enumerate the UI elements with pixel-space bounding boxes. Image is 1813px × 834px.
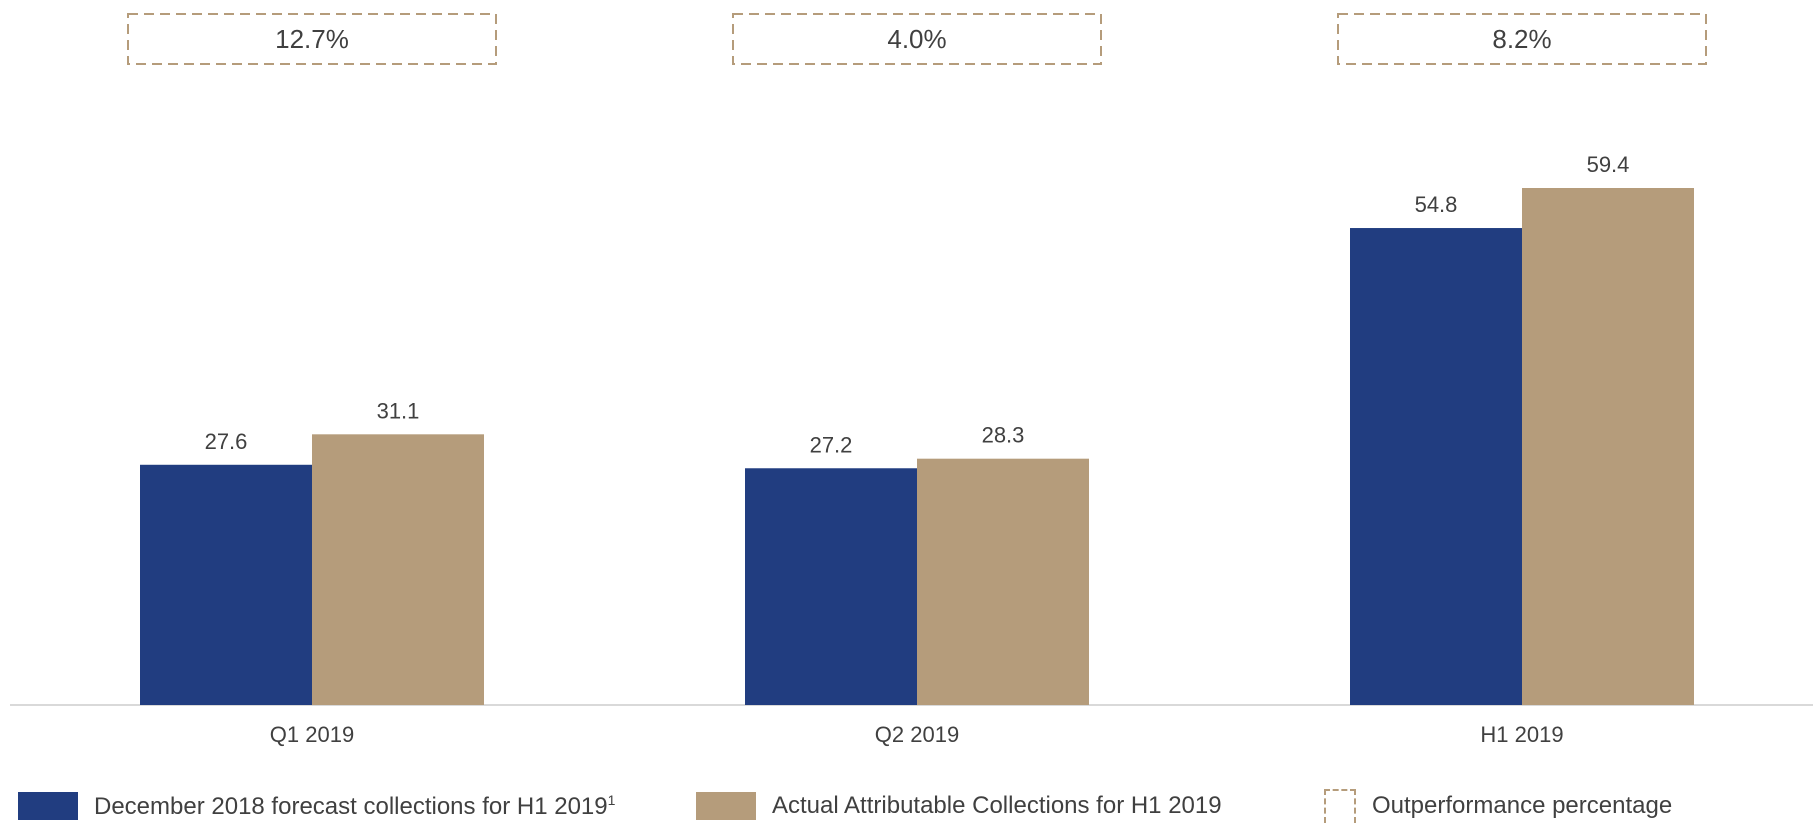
bar-actual-3 [1522, 188, 1694, 705]
outperformance-box-2 [732, 13, 1102, 65]
bar-chart: 27.6 31.1 Q1 2019 12.7% 27.2 28.3 Q2 2019 4.0% 5… [10, 13, 1813, 747]
bar-forecast-2 [745, 468, 917, 705]
legend-label-outperformance: Outperformance percentage [1372, 792, 1673, 819]
data-label-forecast-2: 27.2 [810, 432, 853, 457]
bar-actual-1 [312, 434, 484, 705]
outperformance-label-3: 8.2% [1492, 24, 1551, 54]
legend: December 2018 forecast collections for H… [0, 786, 1813, 834]
footnote-marker: 1 [607, 791, 616, 808]
x-tick-label-2: Q2 2019 [875, 722, 959, 747]
data-label-forecast-1: 27.6 [205, 429, 248, 454]
legend-item-forecast: December 2018 forecast collections for H… [18, 786, 615, 826]
x-tick-label-3: H1 2019 [1480, 722, 1563, 747]
bar-forecast-3 [1350, 228, 1522, 705]
data-label-forecast-3: 54.8 [1415, 192, 1458, 217]
outperformance-box-3 [1337, 13, 1707, 65]
outperformance-label-1: 12.7% [275, 24, 349, 54]
data-label-actual-3: 59.4 [1587, 152, 1630, 177]
legend-label-actual: Actual Attributable Collections for H1 2… [772, 792, 1222, 819]
legend-label-forecast: December 2018 forecast collections for H… [94, 791, 616, 820]
legend-swatch-actual [696, 792, 756, 820]
legend-swatch-outperformance [1324, 789, 1356, 823]
data-label-actual-2: 28.3 [982, 423, 1025, 448]
legend-swatch-forecast [18, 792, 78, 820]
data-label-actual-1: 31.1 [377, 398, 420, 423]
outperformance-label-2: 4.0% [887, 24, 946, 54]
outperformance-box-1 [127, 13, 497, 65]
bar-forecast-1 [140, 464, 312, 705]
legend-item-actual: Actual Attributable Collections for H1 2… [696, 786, 1222, 826]
legend-item-outperformance: Outperformance percentage [1324, 786, 1672, 826]
x-tick-label-1: Q1 2019 [270, 722, 354, 747]
bar-actual-2 [917, 458, 1089, 705]
